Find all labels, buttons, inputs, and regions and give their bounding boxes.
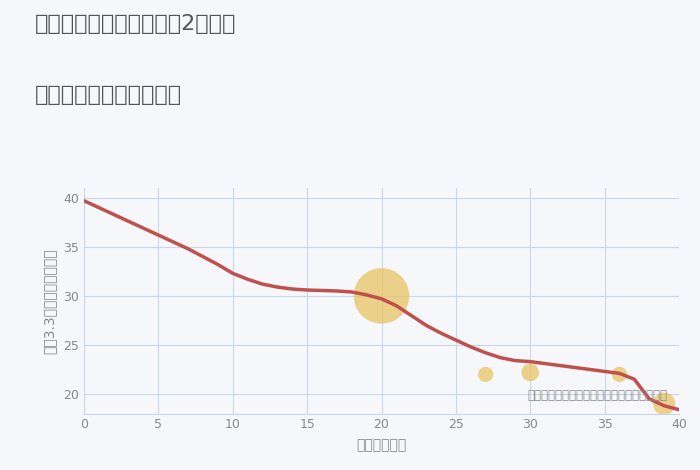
Text: 三重県名張市桔梗が丘南2番町の: 三重県名張市桔梗が丘南2番町の <box>35 14 237 34</box>
Point <box>614 371 625 378</box>
Point <box>376 292 387 300</box>
Y-axis label: 坪（3.3㎡）単価（万円）: 坪（3.3㎡）単価（万円） <box>42 248 56 353</box>
Point <box>525 368 536 376</box>
Point <box>480 371 491 378</box>
Text: 円の大きさは、取引のあった物件面積を示す: 円の大きさは、取引のあった物件面積を示す <box>527 389 667 402</box>
X-axis label: 築年数（年）: 築年数（年） <box>356 439 407 453</box>
Text: 築年数別中古戸建て価格: 築年数別中古戸建て価格 <box>35 85 182 105</box>
Point <box>659 400 670 407</box>
